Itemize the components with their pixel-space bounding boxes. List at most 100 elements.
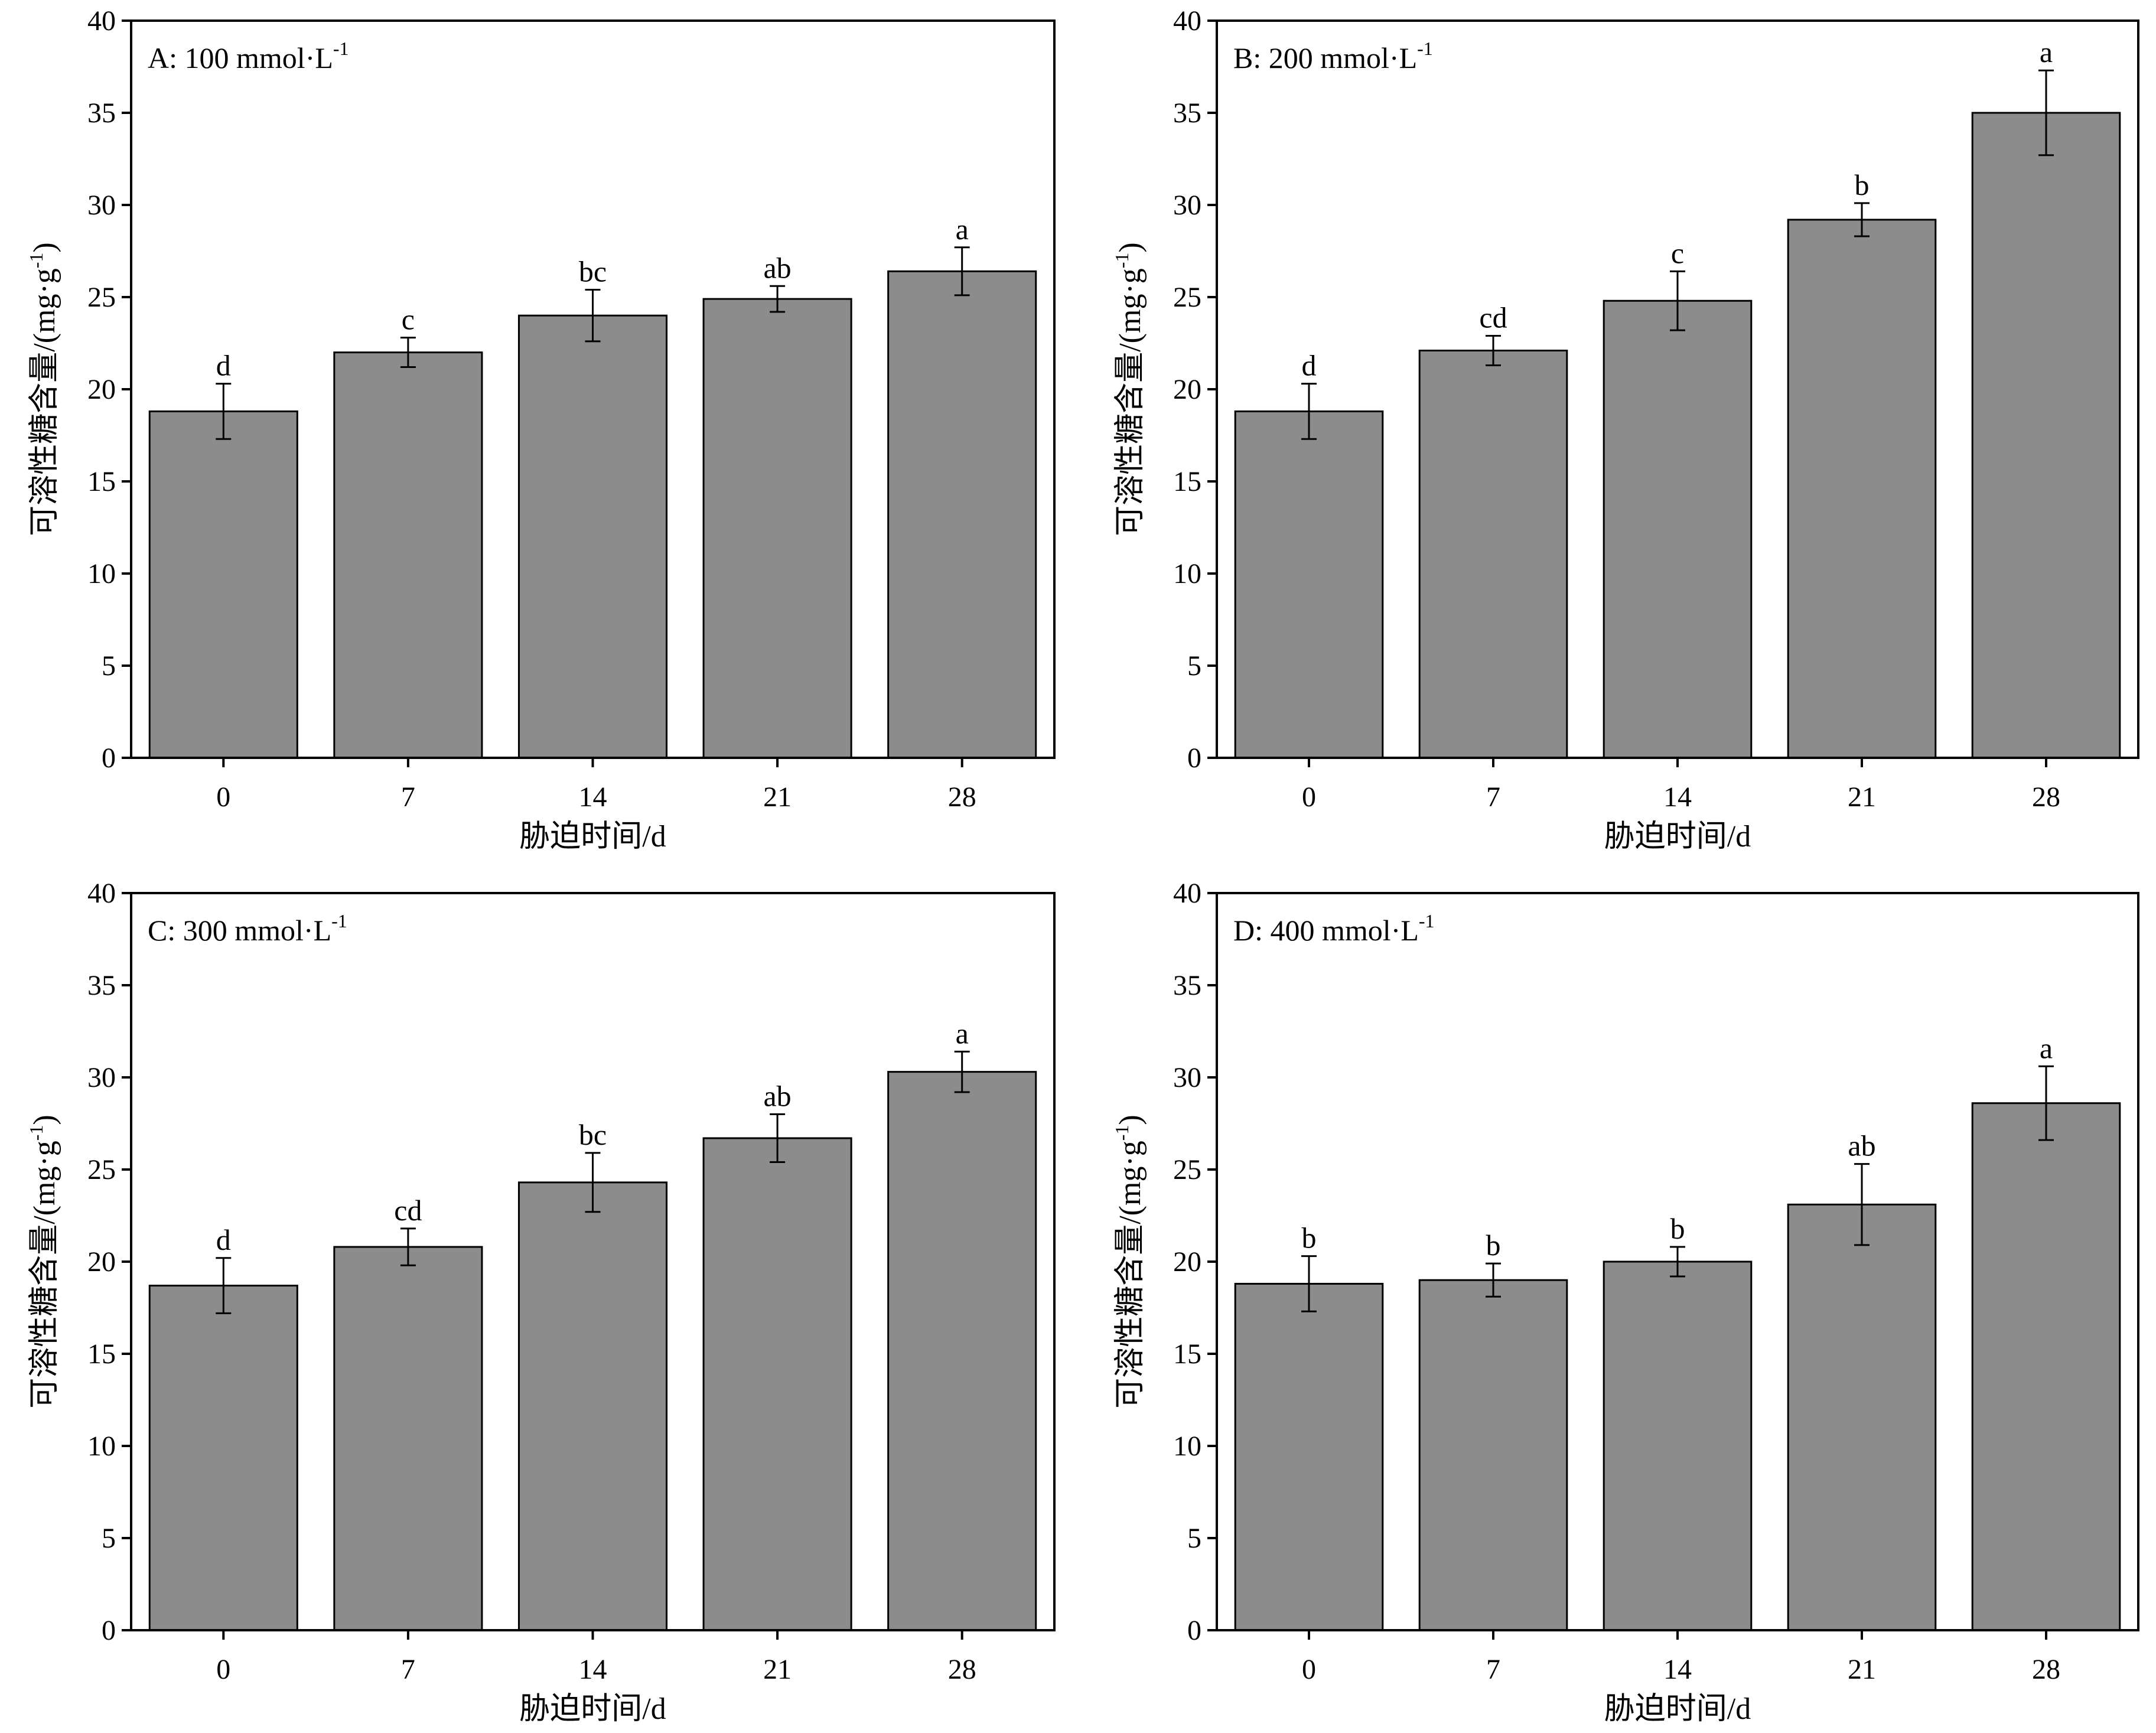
- y-tick-label: 40: [87, 878, 116, 909]
- significance-label: ab: [1848, 1129, 1875, 1162]
- bar: [333, 351, 483, 759]
- y-tick-label: 20: [87, 1246, 116, 1278]
- panel-title-sup: -1: [1419, 910, 1435, 931]
- panel-title-main: A: 100 mmol·L: [148, 41, 333, 74]
- significance-label: b: [1855, 168, 1870, 201]
- error-bar: [585, 1152, 601, 1213]
- y-tick-label: 25: [87, 282, 116, 313]
- x-tick-label: 21: [763, 1654, 792, 1685]
- y-axis-title: 可溶性糖含量/(mg·g-1): [1111, 1115, 1147, 1409]
- panel-title-sup: -1: [331, 910, 347, 931]
- y-tick-label: 5: [102, 650, 116, 682]
- y-tick-label: 15: [1173, 1338, 1201, 1370]
- y-tick-label: 35: [87, 97, 116, 129]
- y-axis-title-end: ): [1113, 242, 1147, 252]
- significance-label: a: [2040, 35, 2053, 69]
- y-tick-label: 30: [87, 190, 116, 221]
- y-axis-title-end: ): [28, 1115, 61, 1125]
- x-tick-label: 7: [1486, 781, 1500, 813]
- x-tick-label: 0: [216, 781, 230, 813]
- y-axis-title-main: 可溶性糖含量/(mg·g: [1113, 1141, 1147, 1409]
- x-tick-label: 21: [1848, 1654, 1876, 1685]
- error-bar: [1670, 270, 1685, 331]
- x-tick-label: 28: [2032, 781, 2060, 813]
- y-tick-label: 0: [102, 1615, 116, 1646]
- chart-panel-1: d c bc ab a 0 5 10 15 20 25 30 35 40 0 7 14 21 28 A: 100 mm…: [25, 5, 1056, 854]
- significance-label: b: [1486, 1229, 1501, 1262]
- y-tick-label: 5: [102, 1523, 116, 1554]
- bar: [1234, 1282, 1384, 1631]
- y-tick-label: 10: [87, 558, 116, 589]
- error-bar: [400, 337, 416, 369]
- error-bar: [770, 285, 786, 313]
- y-axis-title-main: 可溶性糖含量/(mg·g: [28, 268, 61, 536]
- panel-title: D: 400 mmol·L-1: [1233, 910, 1435, 947]
- bar: [1787, 219, 1937, 759]
- x-tick-label: 14: [579, 781, 607, 813]
- y-tick-label: 30: [87, 1062, 116, 1093]
- error-bar: [1854, 1163, 1870, 1246]
- error-bar: [954, 1050, 970, 1093]
- x-tick-label: 7: [1486, 1654, 1500, 1685]
- y-axis-title: 可溶性糖含量/(mg·g-1): [1111, 242, 1147, 536]
- y-axis-title-sup: -1: [25, 253, 47, 269]
- bar: [1234, 410, 1384, 759]
- error-bar: [2038, 1065, 2054, 1141]
- bar: [1787, 1203, 1937, 1631]
- bar: [1418, 1279, 1568, 1631]
- error-bar: [954, 246, 970, 297]
- significance-label: b: [1302, 1221, 1317, 1255]
- error-bar: [585, 289, 601, 343]
- error-bar: [1486, 1262, 1501, 1298]
- y-axis-title: 可溶性糖含量/(mg·g-1): [25, 1115, 61, 1409]
- significance-label: cd: [1479, 301, 1507, 334]
- bar: [517, 314, 668, 759]
- bar: [887, 270, 1037, 759]
- y-tick-label: 0: [1187, 742, 1201, 774]
- significance-label: ab: [763, 251, 791, 284]
- significance-label: d: [216, 1223, 231, 1256]
- bar: [702, 1137, 852, 1631]
- y-tick-label: 30: [1173, 190, 1201, 221]
- y-axis-title-sup: -1: [25, 1125, 47, 1141]
- bar: [1971, 1102, 2121, 1631]
- chart-panel-2: d cd c b a 0 5 10 15 20 25 30 35 40 0 7 14 21 28 B: 200 mmo…: [1111, 5, 2139, 854]
- significance-label: c: [402, 303, 415, 336]
- error-bar: [1670, 1246, 1685, 1278]
- chart-panel-4: b b b ab a 0 5 10 15 20 25 30 35 40 0 7 14 21 28 D: 400 mmo…: [1111, 878, 2139, 1726]
- error-bar: [2038, 69, 2054, 157]
- significance-label: a: [956, 1017, 969, 1050]
- y-tick-label: 35: [87, 970, 116, 1001]
- error-bar: [1486, 335, 1501, 366]
- significance-label: a: [956, 213, 969, 246]
- y-tick-label: 40: [1173, 5, 1201, 37]
- x-tick-label: 0: [216, 1654, 230, 1685]
- panel-title-main: C: 300 mmol·L: [148, 914, 331, 947]
- y-axis-title-main: 可溶性糖含量/(mg·g: [1113, 268, 1147, 536]
- y-tick-label: 10: [1173, 558, 1201, 589]
- x-tick-label: 21: [1848, 781, 1876, 813]
- y-axis-title-end: ): [1113, 1115, 1147, 1125]
- y-tick-label: 0: [1187, 1615, 1201, 1646]
- x-tick-label: 21: [763, 781, 792, 813]
- significance-label: d: [1302, 349, 1317, 382]
- error-bar: [216, 383, 232, 440]
- y-tick-label: 40: [87, 5, 116, 37]
- y-tick-label: 35: [1173, 97, 1201, 129]
- significance-label: c: [1671, 236, 1684, 269]
- error-bar: [770, 1113, 786, 1164]
- bar: [1971, 112, 2121, 759]
- bar: [1603, 1260, 1753, 1631]
- error-bar: [400, 1227, 416, 1266]
- y-tick-label: 35: [1173, 970, 1201, 1001]
- bar: [887, 1071, 1037, 1631]
- bar: [517, 1181, 668, 1631]
- panel-title: B: 200 mmol·L-1: [1233, 38, 1433, 74]
- x-tick-label: 0: [1302, 781, 1316, 813]
- error-bar: [1301, 383, 1317, 440]
- significance-label: bc: [579, 1118, 607, 1151]
- y-tick-label: 25: [1173, 282, 1201, 313]
- panel-title-main: B: 200 mmol·L: [1233, 41, 1417, 74]
- y-tick-label: 20: [1173, 1246, 1201, 1278]
